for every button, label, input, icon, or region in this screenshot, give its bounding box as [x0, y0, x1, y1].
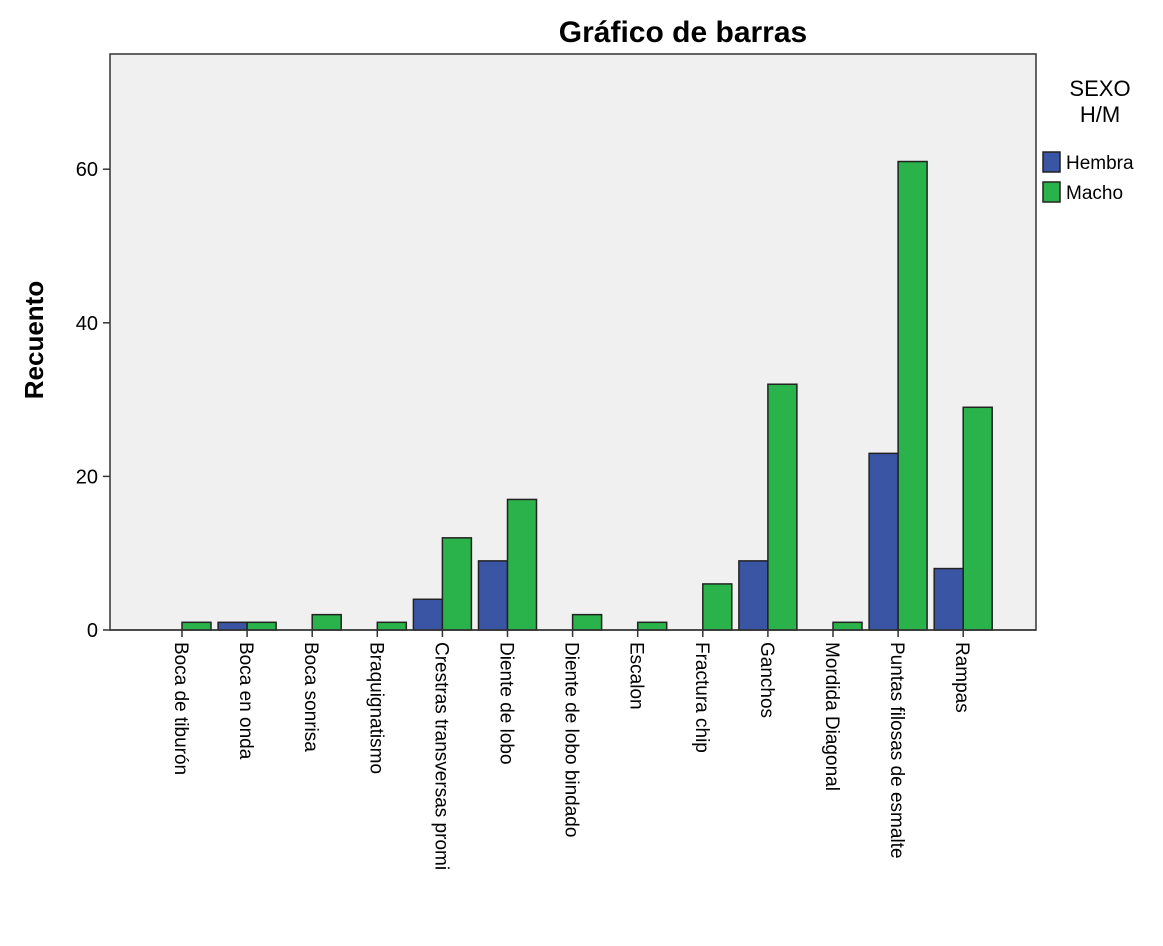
bar-macho [181, 621, 212, 631]
x-tick-label: Rampas [951, 642, 972, 713]
bar-macho [636, 621, 668, 631]
x-tick-label: Braquignatismo [365, 642, 386, 774]
chart-title: Gráfico de barras [559, 16, 807, 49]
x-tick-label: Puntas filosas de esmalte [886, 642, 907, 859]
bar-hembra [412, 598, 444, 631]
bar-hembra [738, 560, 769, 631]
bar-macho [506, 498, 538, 631]
bar-macho [702, 583, 733, 631]
y-tick-label: 40 [76, 313, 98, 335]
x-tick-label: Boca en onda [235, 642, 256, 760]
bar-macho [832, 621, 863, 631]
legend-label-macho: Macho [1066, 183, 1123, 204]
legend-title: H/M [1080, 102, 1120, 127]
bar-macho [897, 160, 928, 631]
y-axis: 0 20 40 60 [76, 159, 110, 642]
bar-macho [376, 621, 408, 631]
bar-macho [246, 621, 277, 631]
bar-hembra [868, 452, 899, 631]
y-tick-label: 60 [76, 159, 98, 181]
bar-hembra [217, 621, 248, 631]
bar-macho [571, 613, 603, 631]
x-tick-label: Boca de tiburón [170, 642, 191, 775]
x-tick-label: Crestras transversas promi [430, 642, 451, 870]
bar-hembra [933, 567, 964, 631]
x-tick-label: Ganchos [756, 642, 777, 718]
x-tick-label: Diente de lobo bindado [561, 642, 582, 837]
y-axis-label: Recuento [19, 281, 49, 399]
bar-macho [767, 383, 798, 631]
legend-title: SEXO [1069, 76, 1130, 101]
x-tick-label: Mordida Diagonal [821, 642, 842, 791]
y-tick-label: 0 [87, 620, 98, 642]
legend-swatch-macho [1042, 181, 1061, 203]
bars [181, 160, 993, 631]
y-tick-label: 20 [76, 466, 98, 488]
bar-macho [962, 406, 993, 631]
legend-label-hembra: Hembra [1066, 153, 1134, 174]
x-tick-label: Escalon [626, 642, 647, 710]
x-tick-label: Boca sonrisa [300, 642, 321, 752]
x-axis: Boca de tiburón Boca en onda Boca sonrisa B… [110, 629, 1036, 870]
x-tick-label: Diente de lobo [496, 642, 517, 765]
legend-swatch-hembra [1042, 151, 1061, 173]
bar-hembra [477, 560, 509, 631]
x-tick-label: Fractura chip [691, 642, 712, 753]
bar-macho [441, 537, 473, 631]
bar-macho [311, 613, 342, 631]
